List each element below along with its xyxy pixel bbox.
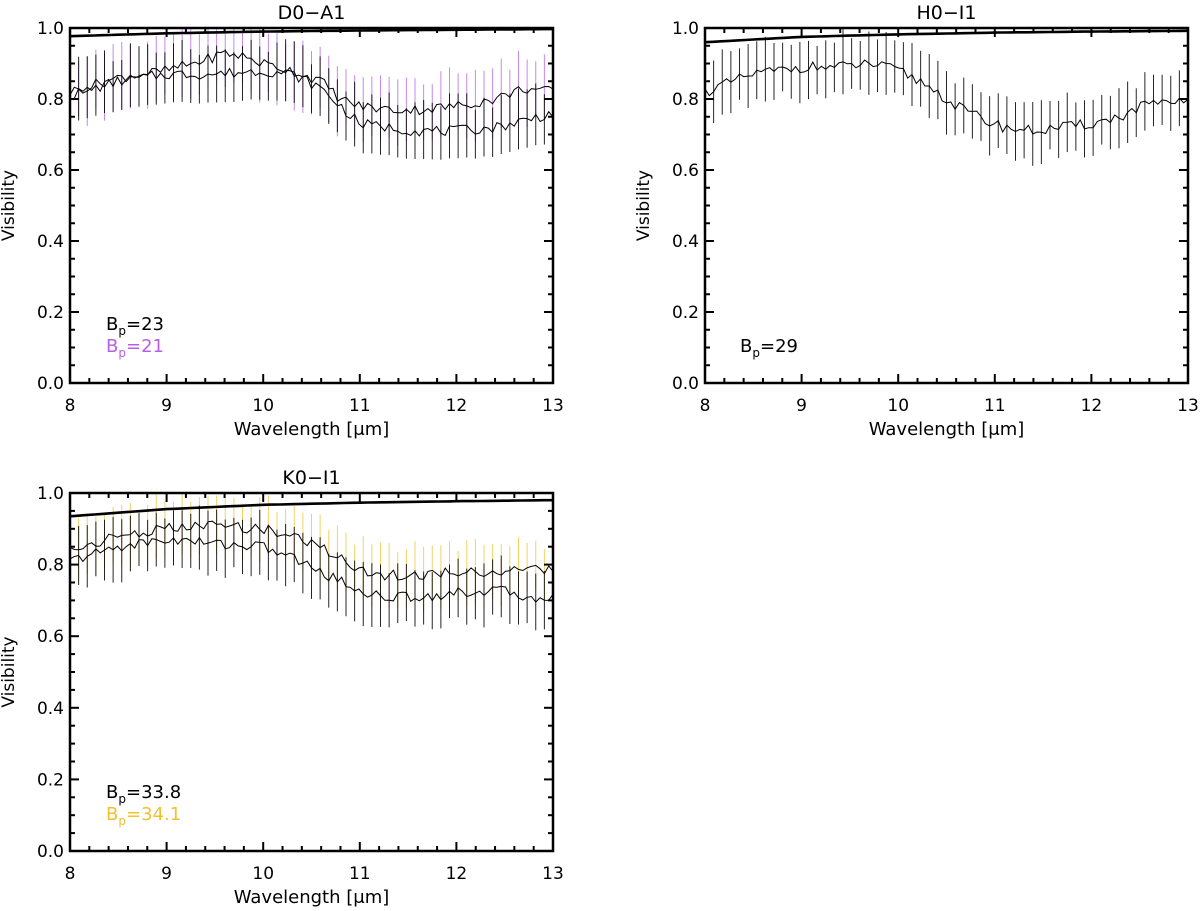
annotation-value: =33.8 (126, 782, 181, 803)
y-tick-label: 0.6 (37, 627, 64, 647)
y-tick-label: 0.4 (672, 232, 699, 252)
annotation-value: =21 (126, 336, 164, 357)
x-tick-label: 11 (349, 396, 371, 416)
y-tick-label: 0.4 (37, 699, 64, 719)
panel-3: 8 9 10 11 12 13 0.0 0.2 0.4 0.6 0.8 1.0 K0−I1 Wavelen… (0, 467, 564, 908)
y-tick-label: 0.8 (37, 90, 64, 110)
x-axis-label: Wavelength [μm] (234, 419, 390, 440)
x-tick-label: 11 (984, 396, 1006, 416)
series-group (69, 27, 554, 160)
y-tick-label: 0.2 (37, 770, 64, 790)
x-axis-label: Wavelength [μm] (869, 419, 1025, 440)
y-tick-label: 1.0 (37, 19, 64, 39)
annotation-value: =34.1 (126, 804, 181, 825)
annotation-sub: p (118, 814, 126, 828)
data-line-b-p-23 (69, 67, 554, 137)
annotation-sub: p (118, 792, 126, 806)
model-curve (704, 29, 1189, 44)
ticks (704, 27, 1189, 384)
y-tick-label: 1.0 (37, 484, 64, 504)
baseline-annotation: Bp=34.1 (106, 804, 181, 828)
baseline-annotation: Bp=29 (740, 336, 798, 360)
x-tick-label: 10 (252, 864, 274, 884)
error-bars-b-p-29 (704, 29, 1189, 166)
y-tick-label: 1.0 (672, 19, 699, 39)
x-tick-label: 9 (796, 396, 807, 416)
data-line-b-p-33-8 (69, 536, 554, 603)
y-tick-label: 0.0 (37, 374, 64, 394)
x-tick-label: 13 (542, 396, 564, 416)
annotation-value: =23 (126, 314, 164, 335)
series-group (704, 29, 1189, 166)
x-axis-label: Wavelength [μm] (234, 887, 390, 908)
y-axis-label: Visibility (634, 170, 654, 241)
y-tick-label: 0.2 (672, 303, 699, 323)
data-line-b-p-29 (704, 59, 1189, 135)
series-group (69, 494, 554, 631)
y-tick-label: 0.8 (37, 556, 64, 576)
annotation-sub: p (752, 346, 760, 360)
y-tick-label: 0.6 (672, 161, 699, 181)
panel-1: 8 9 10 11 12 13 0.0 0.2 0.4 0.6 0.8 1.0 D0−A1 Wavelen… (0, 2, 564, 440)
ticks (69, 492, 554, 852)
x-tick-label: 10 (252, 396, 274, 416)
chart-title: D0−A1 (278, 2, 346, 24)
x-tick-label: 12 (1081, 396, 1103, 416)
x-tick-label: 13 (1177, 396, 1199, 416)
x-tick-label: 11 (349, 864, 371, 884)
x-tick-label: 9 (161, 396, 172, 416)
x-tick-label: 9 (161, 864, 172, 884)
model-curve (69, 498, 553, 518)
annotation-base: B (106, 314, 118, 335)
y-tick-label: 0.0 (37, 842, 64, 862)
y-tick-label: 0.4 (37, 232, 64, 252)
baseline-annotation: Bp=21 (106, 336, 164, 360)
x-tick-label: 12 (446, 864, 468, 884)
x-tick-label: 8 (700, 396, 711, 416)
y-tick-label: 0.6 (37, 161, 64, 181)
x-tick-label: 8 (65, 864, 76, 884)
y-tick-label: 0.2 (37, 303, 64, 323)
x-tick-label: 10 (887, 396, 909, 416)
x-tick-label: 8 (65, 396, 76, 416)
baseline-annotation: Bp=23 (106, 314, 164, 338)
annotation-base: B (106, 804, 118, 825)
chart-title: K0−I1 (282, 467, 340, 489)
y-tick-label: 0.8 (672, 90, 699, 110)
annotation-sub: p (118, 324, 126, 338)
y-axis-label: Visibility (0, 636, 19, 707)
y-tick-label: 0.0 (672, 374, 699, 394)
chart-title: H0−I1 (917, 2, 977, 24)
x-tick-label: 12 (446, 396, 468, 416)
y-axis-label: Visibility (0, 170, 19, 241)
annotation-base: B (740, 336, 752, 357)
baseline-annotation: Bp=33.8 (106, 782, 181, 806)
annotation-value: =29 (760, 336, 798, 357)
panel-2: 8 9 10 11 12 13 0.0 0.2 0.4 0.6 0.8 1.0 H0−I1 Wavelen… (634, 2, 1199, 440)
annotation-base: B (106, 782, 118, 803)
ticks (69, 27, 554, 384)
annotation-base: B (106, 336, 118, 357)
annotation-sub: p (118, 346, 126, 360)
model-curve (69, 27, 553, 38)
x-tick-label: 13 (542, 864, 564, 884)
